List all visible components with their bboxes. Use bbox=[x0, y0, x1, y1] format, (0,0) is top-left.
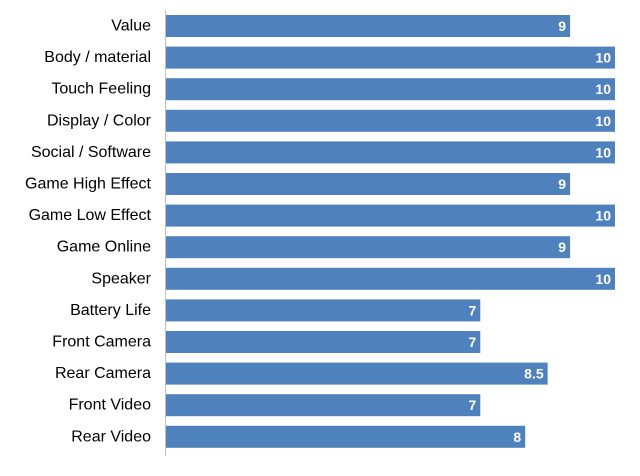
bar-value-label: 7 bbox=[469, 397, 477, 413]
bar-value-label: 7 bbox=[469, 334, 477, 350]
bar-group: Rear Camera 8.5 bbox=[55, 362, 548, 385]
bar-value-label: 10 bbox=[595, 50, 611, 66]
bar-group: Value 9 bbox=[111, 15, 571, 37]
category-label: Game High Effect bbox=[25, 176, 152, 193]
bar bbox=[166, 173, 571, 195]
bar-value-label: 8 bbox=[513, 429, 521, 445]
bar-group: Social / Software 10 bbox=[31, 141, 615, 164]
bar bbox=[166, 46, 615, 69]
bar bbox=[166, 78, 615, 101]
category-label: Front Camera bbox=[52, 334, 151, 351]
bar bbox=[166, 236, 571, 259]
bar-group: Front Camera 7 bbox=[52, 331, 481, 353]
category-label: Rear Camera bbox=[55, 365, 151, 382]
bar-value-label: 7 bbox=[469, 302, 477, 318]
bar-value-label: 8.5 bbox=[524, 366, 544, 382]
category-label: Rear Video bbox=[71, 428, 151, 445]
bar-value-label: 9 bbox=[558, 239, 566, 255]
bar-group: Front Video 7 bbox=[69, 394, 481, 417]
bar bbox=[166, 267, 615, 290]
bar bbox=[166, 109, 615, 132]
bar bbox=[166, 299, 481, 322]
bar bbox=[166, 15, 571, 37]
category-label: Touch Feeling bbox=[51, 81, 151, 98]
bar-group: Touch Feeling 10 bbox=[51, 78, 615, 101]
bar-group: Rear Video 8 bbox=[71, 425, 526, 448]
bar-value-label: 9 bbox=[558, 18, 566, 34]
category-label: Display / Color bbox=[47, 112, 152, 129]
bar-group: Body / material 10 bbox=[44, 46, 615, 69]
bar-value-label: 10 bbox=[595, 113, 611, 129]
bar bbox=[166, 425, 526, 448]
bar-value-label: 9 bbox=[558, 176, 566, 192]
category-label: Social / Software bbox=[31, 144, 151, 161]
bar bbox=[166, 331, 481, 353]
category-label: Body / material bbox=[44, 49, 151, 66]
bar bbox=[166, 141, 615, 164]
bar-group: Battery Life 7 bbox=[70, 299, 481, 322]
bar bbox=[166, 394, 481, 417]
bar bbox=[166, 362, 548, 385]
bar-value-label: 10 bbox=[595, 81, 611, 97]
category-label: Battery Life bbox=[70, 302, 151, 319]
bar-value-label: 10 bbox=[595, 208, 611, 224]
bar bbox=[166, 204, 615, 227]
category-label: Game Low Effect bbox=[29, 207, 152, 224]
bar-value-label: 10 bbox=[595, 271, 611, 287]
bar-value-label: 10 bbox=[595, 144, 611, 160]
bar-group: Game Online 9 bbox=[57, 236, 571, 259]
bar-group: Game High Effect 9 bbox=[25, 173, 571, 195]
category-label: Game Online bbox=[57, 239, 151, 256]
bar-group: Game Low Effect 10 bbox=[29, 204, 615, 227]
bar-group: Speaker 10 bbox=[91, 267, 615, 290]
category-label: Speaker bbox=[91, 270, 151, 287]
category-label: Value bbox=[111, 18, 151, 35]
category-label: Front Video bbox=[69, 397, 152, 414]
bar-group: Display / Color 10 bbox=[47, 109, 615, 132]
